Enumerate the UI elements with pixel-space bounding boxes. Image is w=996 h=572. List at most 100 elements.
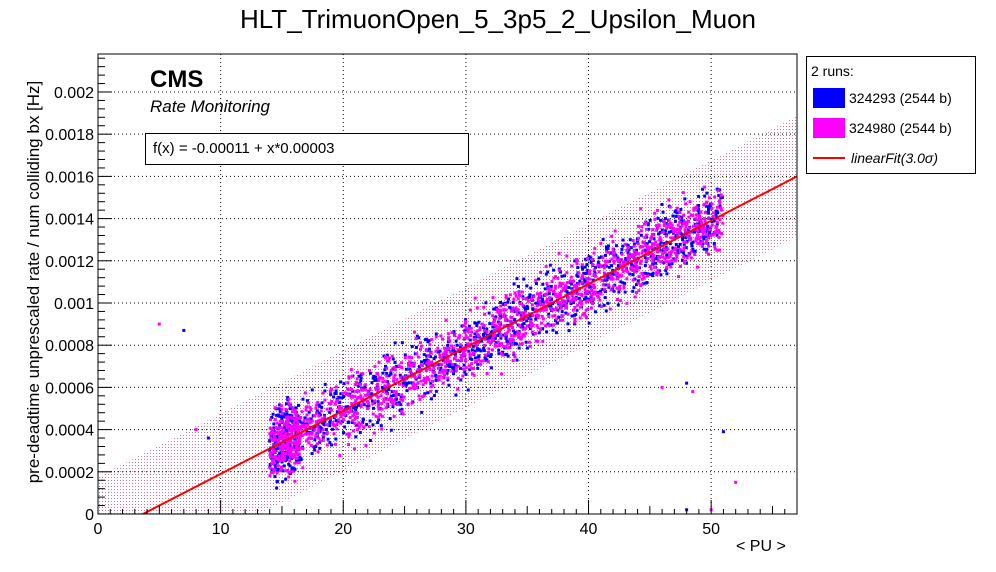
data-point [407,364,411,368]
data-point [623,261,627,265]
data-point [353,405,357,409]
data-point [588,269,592,273]
data-point [508,293,512,297]
data-point [272,426,276,430]
data-point [392,390,396,394]
data-point [602,264,606,268]
data-point [663,257,667,261]
data-point [346,387,350,391]
data-point [402,395,406,399]
data-point [559,303,563,307]
data-point [293,442,297,446]
data-point [458,366,462,370]
data-point [633,260,637,264]
data-point [674,242,678,246]
data-point [347,376,351,380]
data-point [549,305,553,309]
data-point [705,233,709,237]
data-point [409,369,413,373]
data-point [610,234,614,238]
data-point [715,233,719,237]
data-point [425,354,429,358]
data-point [462,363,466,367]
data-point [571,288,575,292]
data-point [534,308,538,312]
data-point [278,426,282,430]
data-point [450,351,454,355]
data-point [303,416,307,420]
data-point [354,416,358,420]
data-point [340,406,344,410]
data-point [536,297,540,301]
data-point [422,394,426,398]
data-point [493,328,497,332]
data-point [278,419,282,423]
data-point [268,426,272,430]
data-point [518,302,522,306]
data-point [536,326,540,330]
data-point [636,279,640,283]
data-point [586,257,590,261]
data-point [669,229,673,233]
data-point [688,200,692,204]
data-point [592,272,596,276]
data-point [408,360,412,364]
data-point [631,289,635,293]
data-point [286,415,290,419]
data-point [693,230,697,234]
data-point [376,389,380,393]
data-point [558,292,562,296]
data-point [427,363,431,367]
data-point [354,435,358,439]
data-point [399,403,403,407]
data-point [586,299,590,303]
data-point [474,344,478,348]
data-point [333,402,337,406]
data-point [631,239,635,243]
data-point [401,382,405,386]
data-point [379,407,383,411]
data-point [287,439,291,443]
data-point [496,333,500,337]
data-point [520,342,524,346]
data-point [280,466,284,470]
data-point [518,324,522,328]
data-point [504,336,508,340]
data-point [409,364,413,368]
data-point [503,314,507,318]
data-point [309,417,313,421]
data-point [417,365,421,369]
data-point [306,423,310,427]
data-point [694,207,698,211]
data-point [560,313,564,317]
data-point [509,338,513,342]
data-point [682,259,686,263]
data-point [322,432,326,436]
data-point [657,255,661,259]
x-tick-label: 20 [334,521,352,538]
data-point [462,323,466,327]
data-point [539,308,543,312]
data-point [530,303,534,307]
data-point [521,295,525,299]
data-point [361,418,365,422]
outlier-point [721,430,725,434]
data-point [424,380,428,384]
data-point [669,236,673,240]
data-point [429,389,433,393]
data-point [560,310,564,314]
outlier-point [660,385,664,389]
data-point [379,394,383,398]
data-point [670,249,674,253]
data-point [489,331,493,335]
data-point [715,248,719,252]
data-point [678,242,682,246]
data-point [560,299,564,303]
data-point [400,341,404,345]
data-point [500,372,504,376]
data-point [509,334,513,338]
data-point [504,296,508,300]
data-point [627,248,631,252]
data-point [289,418,293,422]
data-point [280,434,284,438]
